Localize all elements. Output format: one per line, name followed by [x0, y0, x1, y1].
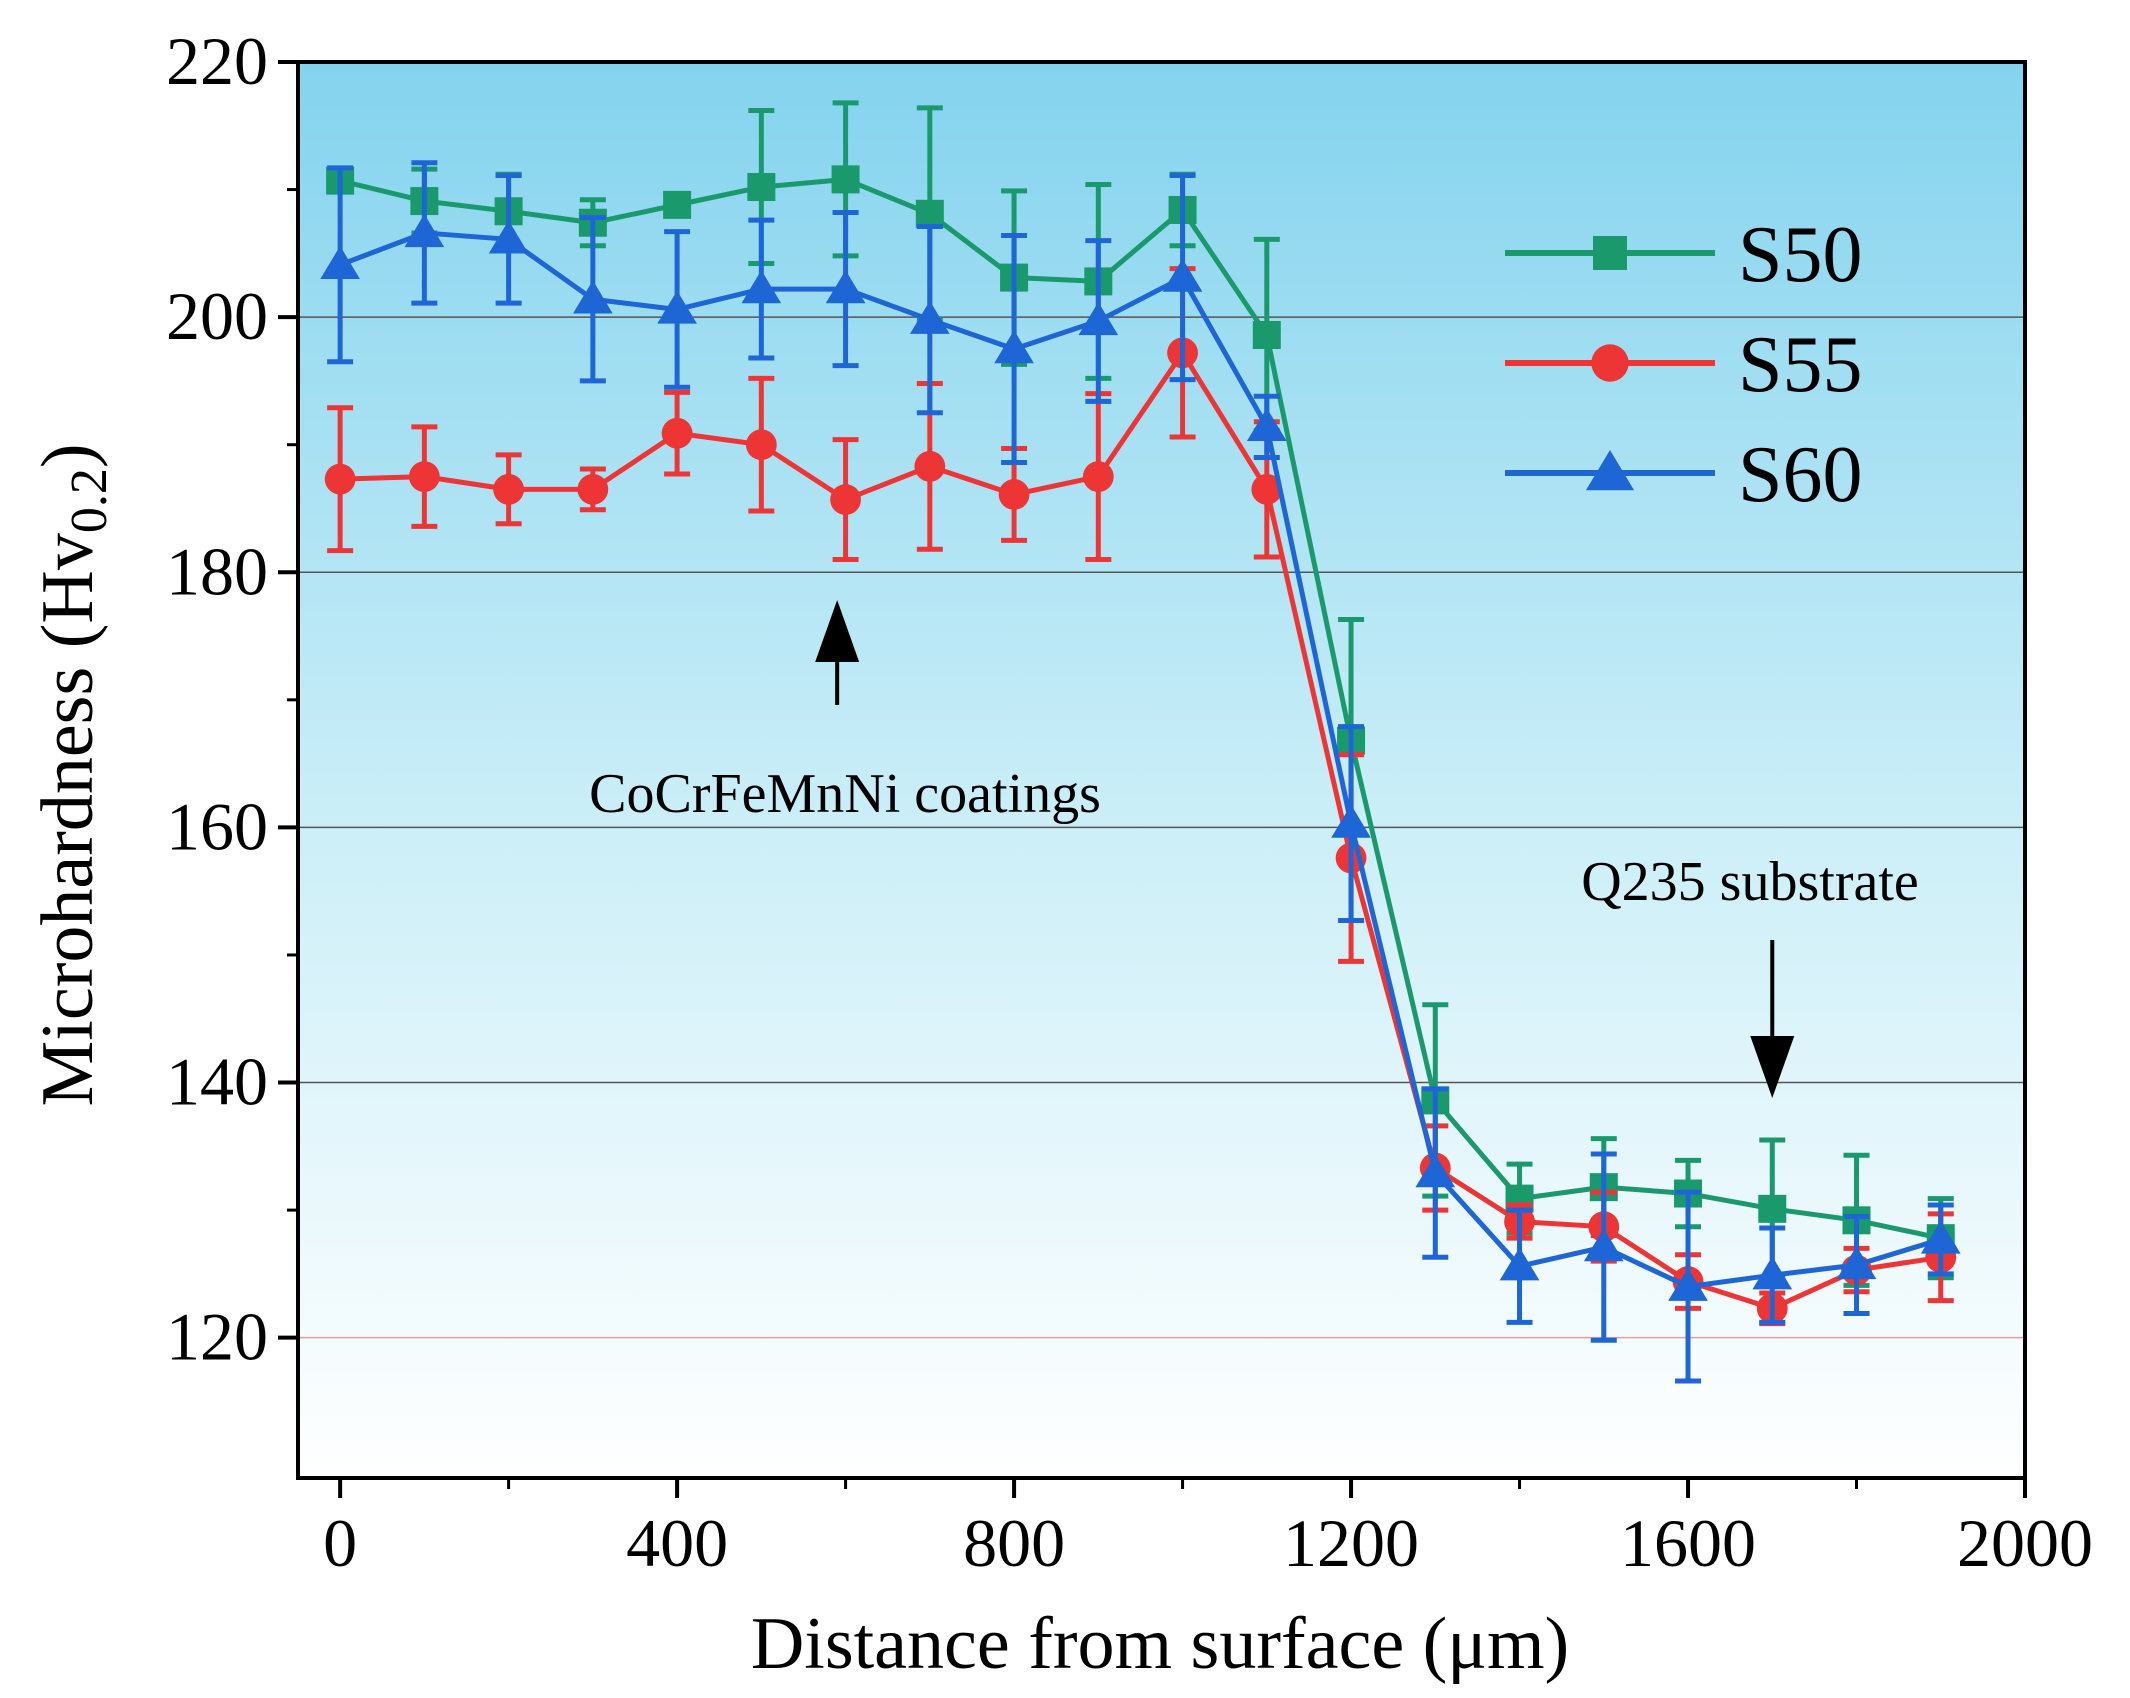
s55-point	[914, 450, 946, 482]
s55-line	[340, 350, 1942, 1311]
s60-point	[1752, 1256, 1793, 1290]
s55-point	[1082, 461, 1114, 492]
x-tick-label: 2000	[1957, 1505, 2093, 1581]
legend-marker-s50	[1593, 236, 1627, 270]
s60-point	[994, 330, 1034, 364]
legend-label-s55: S55	[1738, 321, 1863, 409]
y-tick-label: 220	[166, 23, 268, 99]
x-tick-label: 400	[626, 1505, 728, 1581]
annotation-substrate: Q235 substrate	[1581, 851, 1919, 913]
y-axis-title-main: Microhardness (Hv	[27, 533, 109, 1106]
series-s60	[320, 160, 1961, 1384]
s50-line	[339, 176, 1942, 1241]
legend-label-s50: S50	[1738, 211, 1863, 299]
s55-point	[324, 463, 356, 495]
axis-ticks	[278, 60, 2027, 1498]
s60-point	[1583, 1228, 1624, 1262]
grid-lines	[298, 316, 2025, 1339]
y-tick-label: 180	[166, 533, 268, 609]
s55-point	[745, 429, 777, 461]
s55-point	[661, 417, 693, 449]
s55-point	[1251, 473, 1283, 505]
x-tick-label: 1200	[1283, 1505, 1419, 1581]
s50-point	[1252, 320, 1281, 349]
s50-point	[747, 173, 776, 202]
y-tick-label: 200	[166, 278, 268, 354]
s50-point	[831, 165, 860, 194]
x-tick-label: 800	[963, 1505, 1065, 1581]
s60-point	[909, 300, 950, 334]
series-layer	[320, 100, 1961, 1384]
legend-marker-s60	[1585, 450, 1635, 491]
annotation-arrow-head	[815, 600, 860, 662]
y-tick-label: 120	[166, 1299, 268, 1375]
s60-point	[1162, 258, 1203, 292]
x-tick-labels: 0 400 800 1200 1600 2000	[323, 1505, 2093, 1581]
legend: S50 S55 S60	[1505, 211, 1863, 519]
s55-point	[408, 461, 440, 492]
s50-point	[663, 190, 692, 219]
s60-point	[1415, 1154, 1456, 1188]
s60-point	[1331, 804, 1371, 838]
s60-point	[1920, 1220, 1961, 1254]
x-tick-label: 0	[323, 1505, 357, 1581]
s60-point	[404, 214, 445, 248]
s50-point	[915, 199, 944, 228]
y-tick-labels: 120 140 160 180 200 220	[166, 23, 268, 1375]
y-axis-title-close: )	[27, 443, 109, 468]
s60-point	[320, 245, 360, 280]
s60-point	[1246, 407, 1287, 442]
s60-point	[1836, 1246, 1877, 1280]
legend-marker-s55	[1591, 344, 1629, 382]
annotations: CoCrFeMnNi coatings Q235 substrate	[589, 600, 1919, 1098]
legend-label-s60: S60	[1738, 431, 1863, 519]
s55-point	[830, 484, 861, 515]
s60-point	[1499, 1247, 1540, 1281]
y-tick-label: 140	[166, 1044, 268, 1120]
s55-point	[493, 473, 525, 505]
y-tick-label: 160	[166, 788, 268, 864]
s60-point	[657, 290, 697, 324]
s60-point	[741, 270, 782, 304]
x-tick-label: 1600	[1620, 1505, 1756, 1581]
annotation-coatings: CoCrFeMnNi coatings	[589, 763, 1101, 825]
y-axis-title: Microhardness (Hv0.2)	[27, 443, 118, 1106]
y-axis-title-sub: 0.2	[61, 468, 118, 533]
s60-point	[488, 220, 529, 254]
s55-point	[998, 479, 1030, 510]
s60-point	[1078, 302, 1119, 336]
x-axis-title: Distance from surface (μm)	[751, 1603, 1569, 1685]
s60-point	[1668, 1267, 1708, 1301]
s60-point	[573, 280, 613, 314]
annotation-arrow-head	[1750, 1036, 1795, 1098]
s50-point	[1758, 1194, 1787, 1223]
s55-point	[577, 473, 609, 505]
s60-point	[825, 270, 866, 304]
plot-frame	[296, 60, 2027, 1480]
s60-line	[339, 230, 1942, 1290]
